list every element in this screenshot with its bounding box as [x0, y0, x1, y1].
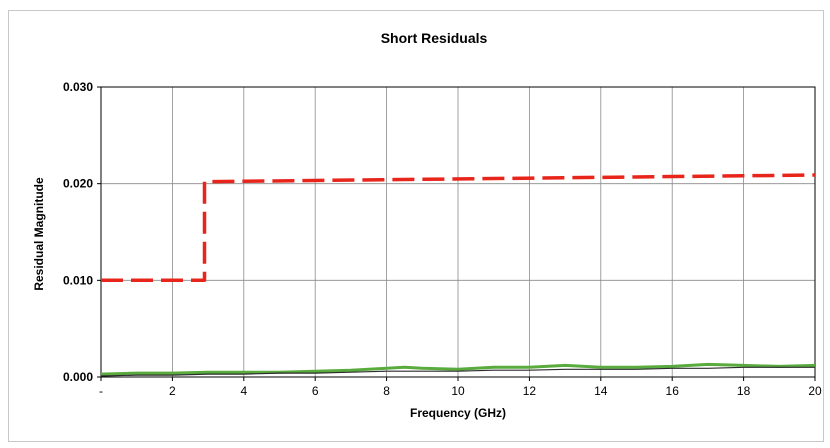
x-tick-label: 20 [808, 384, 822, 398]
y-axis-ticks: 0.000 0.010 0.020 0.030 [63, 80, 101, 384]
x-tick-label: 14 [594, 384, 608, 398]
series-layer [100, 173, 816, 377]
y-tick-label: 0.030 [63, 80, 93, 94]
x-tick-label: 18 [737, 384, 751, 398]
series-line-1 [101, 173, 816, 283]
y-tick-label: 0.020 [63, 177, 93, 191]
x-tick-label: 6 [312, 384, 319, 398]
chart-title: Short Residuals [381, 30, 488, 46]
x-tick-label: 16 [666, 384, 680, 398]
series-line-3 [100, 366, 815, 377]
series-line-2 [100, 362, 816, 376]
chart-frame [8, 10, 824, 442]
x-axis-ticks: - 2 4 6 8 10 12 14 16 18 20 [99, 377, 822, 398]
x-tick-label: 10 [451, 384, 465, 398]
x-tick-label: - [99, 384, 103, 398]
x-tick-label: 4 [240, 384, 247, 398]
x-tick-label: 8 [383, 384, 390, 398]
x-tick-label: 12 [523, 384, 537, 398]
y-axis-label: Residual Magnitude [32, 177, 46, 291]
x-tick-label: 2 [169, 384, 176, 398]
y-tick-label: 0.010 [63, 273, 93, 287]
grid [101, 87, 815, 377]
y-tick-label: 0.000 [63, 370, 93, 384]
x-axis-label: Frequency (GHz) [410, 406, 506, 420]
